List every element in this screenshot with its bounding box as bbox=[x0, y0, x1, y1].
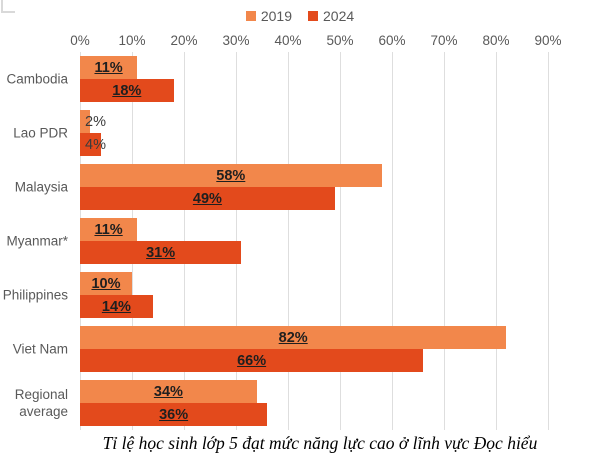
x-tick-label: 90% bbox=[534, 33, 562, 48]
gridline bbox=[548, 52, 549, 430]
category-label: Philippines bbox=[2, 287, 68, 303]
bar-2019: 10% bbox=[80, 272, 132, 295]
bar-group: 34% 36% bbox=[80, 376, 600, 430]
x-tick-label: 70% bbox=[430, 33, 458, 48]
bar-2019: 34% bbox=[80, 380, 257, 403]
bar-value-label: 10% bbox=[91, 275, 121, 292]
category-label: Lao PDR bbox=[13, 125, 68, 141]
bar-value-label: 14% bbox=[101, 298, 131, 315]
x-axis-tick-labels: 0% 10% 20% 30% 40% 50% 60% 70% 80% 90% bbox=[70, 33, 600, 49]
bar-value-label: 36% bbox=[159, 406, 189, 423]
gridline bbox=[444, 52, 445, 430]
legend-label: 2024 bbox=[323, 8, 355, 24]
bar-2024: 49% bbox=[80, 187, 335, 210]
gridline bbox=[288, 52, 289, 430]
bar-group: 11% 18% bbox=[80, 52, 600, 106]
bar-2024: 31% bbox=[80, 241, 242, 264]
bar-value-label: 2% bbox=[85, 113, 106, 130]
legend-label: 2019 bbox=[260, 8, 292, 24]
bar-value-label: 4% bbox=[85, 136, 106, 153]
bar-2024: 36% bbox=[80, 403, 268, 426]
bar-value-label: 18% bbox=[112, 82, 142, 99]
plot-rows: 11% 18% 2% 4% 58% 49% 11% 31% 10% 14% 82% 66% 34% 36% bbox=[80, 52, 600, 430]
bar-2019: 82% bbox=[80, 326, 507, 349]
bar-group: 2% 4% bbox=[80, 106, 600, 160]
legend-swatch-icon bbox=[308, 11, 318, 21]
bar-group: 82% 66% bbox=[80, 322, 600, 376]
x-tick-label: 0% bbox=[70, 33, 90, 48]
x-tick-label: 30% bbox=[222, 33, 250, 48]
bar-value-label: 11% bbox=[94, 221, 123, 238]
category-label: Regional average bbox=[14, 387, 68, 419]
chart-caption: Tỉ lệ học sinh lớp 5 đạt mức năng lực ca… bbox=[102, 433, 538, 453]
legend-item-2019: 2019 bbox=[245, 8, 292, 24]
bar-2019: 11% bbox=[80, 56, 138, 79]
x-tick-label: 20% bbox=[170, 33, 198, 48]
legend-swatch-icon bbox=[245, 11, 256, 21]
category-label: Myanmar* bbox=[6, 233, 68, 249]
category-label: Viet Nam bbox=[12, 341, 68, 357]
chart-legend: 2019 2024 bbox=[0, 8, 600, 24]
bar-group: 58% 49% bbox=[80, 160, 600, 214]
bar-value-label: 66% bbox=[237, 352, 267, 369]
bar-value-label: 34% bbox=[153, 383, 183, 400]
gridline bbox=[392, 52, 393, 430]
x-tick-label: 40% bbox=[274, 33, 302, 48]
category-label: Cambodia bbox=[6, 71, 68, 87]
bar-value-label: 11% bbox=[94, 59, 123, 76]
x-tick-label: 10% bbox=[118, 33, 146, 48]
bar-value-label: 58% bbox=[216, 167, 246, 184]
bar-2019: 2% bbox=[80, 110, 106, 133]
x-tick-label: 50% bbox=[326, 33, 354, 48]
bar-2024: 18% bbox=[80, 79, 174, 102]
bar-value-label: 49% bbox=[192, 190, 222, 207]
category-label: Malaysia bbox=[14, 179, 68, 195]
bar-2024: 4% bbox=[80, 133, 106, 156]
bar-value-label: 31% bbox=[146, 244, 176, 261]
gridline bbox=[340, 52, 341, 430]
bar-2024: 14% bbox=[80, 295, 153, 318]
gridline bbox=[496, 52, 497, 430]
bar-group: 11% 31% bbox=[80, 214, 600, 268]
bar-group: 10% 14% bbox=[80, 268, 600, 322]
bar-value-label: 82% bbox=[278, 329, 308, 346]
corner-border-mark bbox=[1, 0, 15, 13]
bar-2024: 66% bbox=[80, 349, 424, 372]
bar-2019: 11% bbox=[80, 218, 138, 241]
x-tick-label: 80% bbox=[482, 33, 510, 48]
category-axis: Cambodia Lao PDR Malaysia Myanmar* Philippin… bbox=[0, 52, 74, 430]
plot-area: 11% 18% 2% 4% 58% 49% 11% 31% 10% 14% 82% 66% 34% 36% bbox=[80, 52, 600, 430]
x-tick-label: 60% bbox=[378, 33, 406, 48]
legend-item-2024: 2024 bbox=[308, 8, 354, 24]
bar-2019: 58% bbox=[80, 164, 382, 187]
